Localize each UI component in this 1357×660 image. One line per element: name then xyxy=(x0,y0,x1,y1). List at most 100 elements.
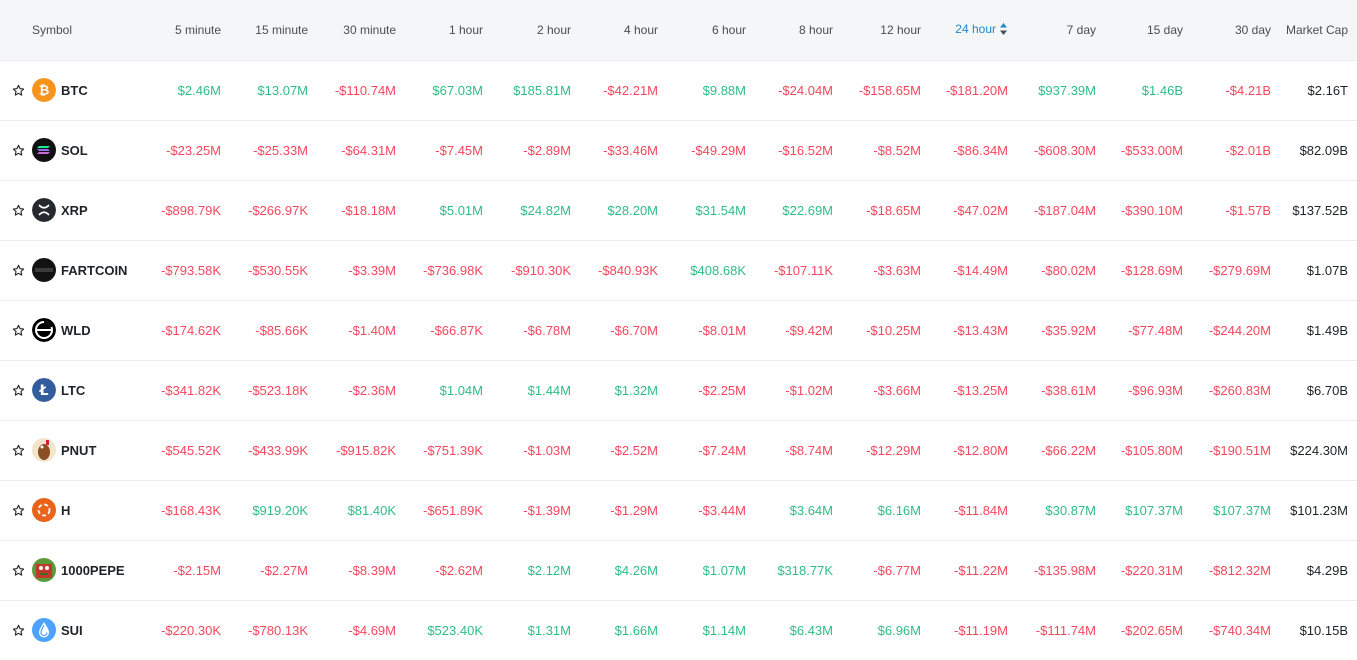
period-header-label: 15 day xyxy=(1146,22,1183,37)
favorite-star-icon[interactable] xyxy=(12,384,25,397)
market-cap-header[interactable]: Market Cap xyxy=(1285,22,1348,37)
coin-symbol[interactable]: FARTCOIN xyxy=(61,262,128,278)
period-header-6-hour[interactable]: 6 hour xyxy=(658,0,746,60)
svg-text:₿: ₿ xyxy=(39,84,50,99)
netflow-cell-4-hour: -$42.21M xyxy=(603,82,658,98)
netflow-cell-6-hour: $31.54M xyxy=(695,202,746,218)
market-cap-cell: $4.29B xyxy=(1306,562,1348,578)
netflow-cell-2-hour: -$1.03M xyxy=(523,442,571,458)
netflow-cell-1-hour: $67.03M xyxy=(432,82,483,98)
favorite-star-icon[interactable] xyxy=(12,84,25,97)
table-row[interactable]: PNUT -$545.52K -$433.99K -$915.82K -$751.39K… xyxy=(0,420,1357,480)
favorite-star-icon[interactable] xyxy=(12,444,25,457)
coin-symbol[interactable]: 1000PEPE xyxy=(61,562,125,578)
table-row[interactable]: H -$168.43K $919.20K $81.40K -$651.89K -$1.39… xyxy=(0,480,1357,540)
netflow-cell-8-hour: $6.43M xyxy=(789,622,833,638)
period-header-15-minute[interactable]: 15 minute xyxy=(221,0,308,60)
netflow-cell-1-hour: -$66.87K xyxy=(430,322,483,338)
coin-symbol[interactable]: LTC xyxy=(61,382,86,398)
favorite-star-icon[interactable] xyxy=(12,504,25,517)
netflow-cell-4-hour: -$6.70M xyxy=(610,322,658,338)
sui-icon xyxy=(32,618,56,643)
period-header-label: 8 hour xyxy=(798,22,833,37)
period-header-4-hour[interactable]: 4 hour xyxy=(571,0,658,60)
fartcoin-icon xyxy=(32,258,56,282)
netflow-cell-2-hour: $24.82M xyxy=(520,202,571,218)
netflow-cell-1-hour: -$7.45M xyxy=(435,142,483,158)
netflow-cell-5-minute: -$341.82K xyxy=(161,382,221,398)
table-row[interactable]: ₿ BTC $2.46M $13.07M -$110.74M $67.03M $185.81… xyxy=(0,60,1357,120)
netflow-cell-30-minute: -$3.39M xyxy=(348,262,396,278)
sort-icon[interactable] xyxy=(999,22,1008,36)
netflow-cell-8-hour: $3.64M xyxy=(789,502,833,518)
netflow-cell-2-hour: -$2.89M xyxy=(523,142,571,158)
netflow-cell-8-hour: -$107.11K xyxy=(773,262,833,278)
table-row[interactable]: WLD -$174.62K -$85.66K -$1.40M -$66.87K -$6.7… xyxy=(0,300,1357,360)
netflow-cell-15-day: $1.46B xyxy=(1141,82,1183,98)
period-header-2-hour[interactable]: 2 hour xyxy=(483,0,571,60)
litecoin-icon: Ł xyxy=(32,378,56,402)
period-header-8-hour[interactable]: 8 hour xyxy=(746,0,833,60)
netflow-cell-30-day: -$190.51M xyxy=(1208,442,1271,458)
netflow-cell-30-minute: -$110.74M xyxy=(334,82,396,98)
netflow-cell-30-day: -$4.21B xyxy=(1225,82,1271,98)
favorite-star-icon[interactable] xyxy=(12,204,25,217)
market-cap-cell: $6.70B xyxy=(1306,382,1348,398)
netflow-cell-24-hour: -$47.02M xyxy=(953,202,1008,218)
netflow-cell-8-hour: $22.69M xyxy=(782,202,833,218)
favorite-star-icon[interactable] xyxy=(12,324,25,337)
favorite-star-icon[interactable] xyxy=(12,264,25,277)
netflow-cell-12-hour: $6.96M xyxy=(877,622,921,638)
favorite-star-icon[interactable] xyxy=(12,564,25,577)
netflow-cell-5-minute: -$174.62K xyxy=(161,322,221,338)
netflow-cell-24-hour: -$14.49M xyxy=(953,262,1008,278)
period-header-label: 4 hour xyxy=(623,22,658,37)
netflow-cell-7-day: -$608.30M xyxy=(1033,142,1096,158)
period-header-15-day[interactable]: 15 day xyxy=(1096,0,1183,60)
coin-symbol[interactable]: PNUT xyxy=(61,442,97,458)
period-header-5-minute[interactable]: 5 minute xyxy=(134,0,221,60)
market-cap-cell: $137.52B xyxy=(1292,202,1348,218)
period-header-24-hour[interactable]: 24 hour xyxy=(921,0,1008,60)
favorite-star-icon[interactable] xyxy=(12,144,25,157)
netflow-cell-12-hour: -$12.29M xyxy=(866,442,921,458)
netflow-cell-12-hour: -$8.52M xyxy=(873,142,921,158)
coin-symbol[interactable]: WLD xyxy=(61,322,91,338)
period-header-1-hour[interactable]: 1 hour xyxy=(396,0,483,60)
market-cap-cell: $224.30M xyxy=(1290,442,1348,458)
period-header-30-day[interactable]: 30 day xyxy=(1183,0,1271,60)
netflow-cell-5-minute: -$168.43K xyxy=(161,502,221,518)
market-cap-cell: $10.15B xyxy=(1299,622,1348,638)
netflow-cell-4-hour: -$33.46M xyxy=(603,142,658,158)
period-header-7-day[interactable]: 7 day xyxy=(1008,0,1096,60)
coin-symbol[interactable]: BTC xyxy=(61,82,88,98)
netflow-cell-15-minute: -$433.99K xyxy=(248,442,308,458)
netflow-cell-24-hour: -$13.25M xyxy=(953,382,1008,398)
coin-symbol[interactable]: XRP xyxy=(61,202,88,218)
table-row[interactable]: FARTCOIN -$793.58K -$530.55K -$3.39M -$736.9… xyxy=(0,240,1357,300)
netflow-cell-6-hour: -$49.29M xyxy=(691,142,746,158)
netflow-cell-30-day: -$260.83M xyxy=(1208,382,1271,398)
coin-symbol[interactable]: SOL xyxy=(61,142,88,158)
netflow-cell-12-hour: -$10.25M xyxy=(866,322,921,338)
table-row[interactable]: SUI -$220.30K -$780.13K -$4.69M $523.40K $1.3… xyxy=(0,600,1357,660)
coin-symbol[interactable]: H xyxy=(61,502,71,518)
table-row[interactable]: XRP -$898.79K -$266.97K -$18.18M $5.01M $24.8… xyxy=(0,180,1357,240)
table-row[interactable]: 1000PEPE -$2.15M -$2.27M -$8.39M -$2.62M $2.1… xyxy=(0,540,1357,600)
coin-symbol[interactable]: SUI xyxy=(61,622,83,638)
period-header-30-minute[interactable]: 30 minute xyxy=(308,0,396,60)
netflow-cell-30-minute: -$8.39M xyxy=(348,562,396,578)
netflow-cell-2-hour: -$6.78M xyxy=(523,322,571,338)
table-row[interactable]: SOL -$23.25M -$25.33M -$64.31M -$7.45M -$2.89… xyxy=(0,120,1357,180)
netflow-cell-6-hour: $1.14M xyxy=(702,622,746,638)
symbol-header[interactable]: Symbol xyxy=(32,22,73,37)
netflow-cell-12-hour: -$3.66M xyxy=(873,382,921,398)
netflow-cell-8-hour: -$1.02M xyxy=(785,382,833,398)
table-row[interactable]: Ł LTC -$341.82K -$523.18K -$2.36M $1.04M $1.44… xyxy=(0,360,1357,420)
netflow-cell-15-day: -$96.93M xyxy=(1128,382,1183,398)
period-header-12-hour[interactable]: 12 hour xyxy=(833,0,921,60)
netflow-cell-5-minute: -$220.30K xyxy=(161,622,221,638)
symbol-cell: ₿ BTC xyxy=(0,60,134,120)
netflow-cell-8-hour: $318.77K xyxy=(777,562,833,578)
favorite-star-icon[interactable] xyxy=(12,624,25,637)
